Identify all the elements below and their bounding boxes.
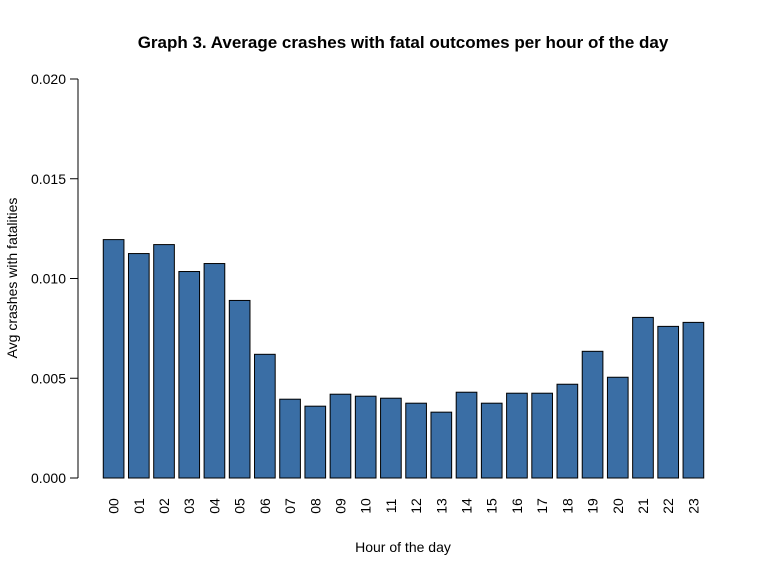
bar-hour-02 xyxy=(153,244,175,479)
bar-hour-08 xyxy=(304,405,327,479)
x-tick-label: 09 xyxy=(332,498,348,514)
x-tick-label: 05 xyxy=(232,498,248,514)
y-tick-label: 0.000 xyxy=(31,470,66,486)
bar-hour-22 xyxy=(657,325,680,479)
bar-hour-12 xyxy=(405,402,427,479)
bar-hour-15 xyxy=(480,402,503,479)
x-tick-label: 02 xyxy=(156,498,172,514)
y-tick-label: 0.005 xyxy=(31,370,66,386)
x-tick-label: 07 xyxy=(282,498,298,514)
x-tick-label: 15 xyxy=(484,498,500,514)
x-tick-label: 13 xyxy=(433,498,449,514)
bar-hour-19 xyxy=(581,350,604,479)
bar-hour-06 xyxy=(254,353,276,479)
bar-hour-17 xyxy=(531,392,553,479)
x-tick-labels: 00 01 02 03 04 05 06 07 08 09 10 11 12 13 14 15 16 17 18 19… xyxy=(106,498,702,514)
x-tick-label: 16 xyxy=(509,498,525,514)
bar-hour-10 xyxy=(354,395,377,479)
bar-hour-21 xyxy=(632,316,654,479)
y-tick-label: 0.010 xyxy=(31,271,66,287)
x-tick-label: 18 xyxy=(559,498,575,514)
y-axis-label: Avg crashes with fatalities xyxy=(4,198,20,359)
x-tick-label: 12 xyxy=(408,498,424,514)
x-tick-label: 23 xyxy=(685,498,701,514)
bar-hour-07 xyxy=(279,398,301,479)
x-tick-label: 17 xyxy=(534,498,550,514)
bar-hour-00 xyxy=(102,239,125,479)
y-axis: 0.000 0.005 0.010 0.015 0.020 xyxy=(31,71,79,486)
x-tick-label: 21 xyxy=(635,498,651,514)
bar-hour-14 xyxy=(455,391,478,479)
x-tick-label: 03 xyxy=(181,498,197,514)
x-tick-label: 19 xyxy=(585,498,601,514)
x-tick-label: 11 xyxy=(383,499,399,514)
x-axis-label: Hour of the day xyxy=(355,539,451,555)
y-tick-label: 0.020 xyxy=(31,71,66,87)
x-tick-label: 00 xyxy=(106,498,122,514)
y-tick-label: 0.015 xyxy=(31,171,66,187)
x-tick-label: 14 xyxy=(459,498,475,514)
x-tick-label: 10 xyxy=(358,498,374,514)
x-tick-label: 01 xyxy=(131,498,147,514)
x-tick-label: 04 xyxy=(206,498,222,514)
x-tick-label: 06 xyxy=(257,498,273,514)
bar-hour-16 xyxy=(506,392,528,479)
bars-group xyxy=(102,239,705,479)
bar-hour-23 xyxy=(682,321,705,479)
x-tick-label: 20 xyxy=(610,498,626,514)
chart-title: Graph 3. Average crashes with fatal outc… xyxy=(138,33,669,52)
bar-hour-18 xyxy=(556,383,579,479)
bar-hour-11 xyxy=(380,397,402,479)
x-tick-label: 08 xyxy=(307,498,323,514)
bar-hour-05 xyxy=(228,299,251,479)
bar-hour-04 xyxy=(203,263,226,479)
bar-hour-20 xyxy=(606,376,629,479)
bar-hour-13 xyxy=(430,411,453,479)
bar-hour-09 xyxy=(329,393,352,479)
x-tick-label: 22 xyxy=(660,498,676,514)
bar-hour-01 xyxy=(127,253,150,479)
bar-hour-03 xyxy=(178,271,201,479)
